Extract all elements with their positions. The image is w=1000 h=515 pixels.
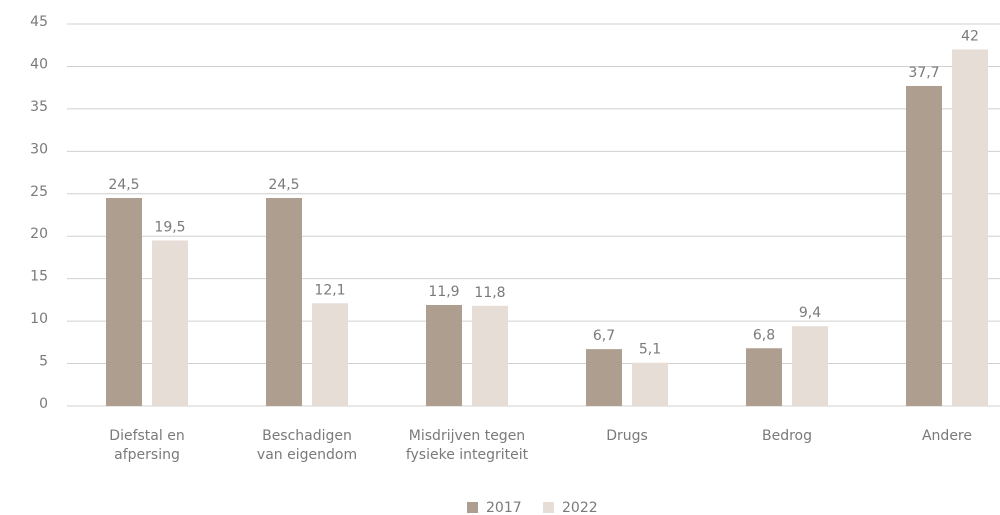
value-label: 12,1 [314,282,345,298]
legend-label: 2022 [562,500,598,515]
y-tick-label: 35 [30,99,48,115]
value-label: 5,1 [639,342,661,358]
y-tick-label: 40 [30,56,48,72]
x-tick-label: Misdrijven tegen fysieke integriteit [406,428,529,463]
value-label: 19,5 [154,219,185,235]
y-tick-label: 20 [30,226,48,242]
bar [586,349,622,406]
x-tick-label: Andere [922,428,972,444]
bar [952,49,988,406]
x-tick-label: Diefstal en afpersing [109,428,184,463]
value-label: 6,8 [753,327,775,343]
y-tick-label: 0 [39,396,48,412]
value-label: 37,7 [908,65,939,81]
value-label: 9,4 [799,305,821,321]
y-tick-label: 15 [30,269,48,285]
x-tick-label: Beschadigen van eigendom [257,428,357,463]
bar [746,348,782,406]
bar [106,198,142,406]
bar [426,304,462,406]
value-label: 11,8 [474,285,505,301]
bar [152,240,188,406]
value-label: 11,9 [428,284,459,300]
y-tick-label: 5 [39,354,48,370]
x-tick-label: Bedrog [762,428,812,444]
y-tick-label: 25 [30,184,48,200]
x-tick-label: Drugs [606,428,648,444]
bar [906,85,942,407]
y-tick-label: 45 [30,14,48,30]
legend-label: 2017 [486,500,522,515]
bar [792,326,828,406]
value-label: 42 [961,28,979,44]
y-tick-label: 10 [30,311,48,327]
bar [472,305,508,406]
bar [266,198,302,406]
value-label: 24,5 [108,177,139,193]
bar [632,362,668,406]
value-label: 6,7 [593,328,615,344]
legend-swatch [543,502,554,513]
y-tick-label: 30 [30,141,48,157]
legend-swatch [467,502,478,513]
value-label: 24,5 [268,177,299,193]
bar [312,303,348,406]
